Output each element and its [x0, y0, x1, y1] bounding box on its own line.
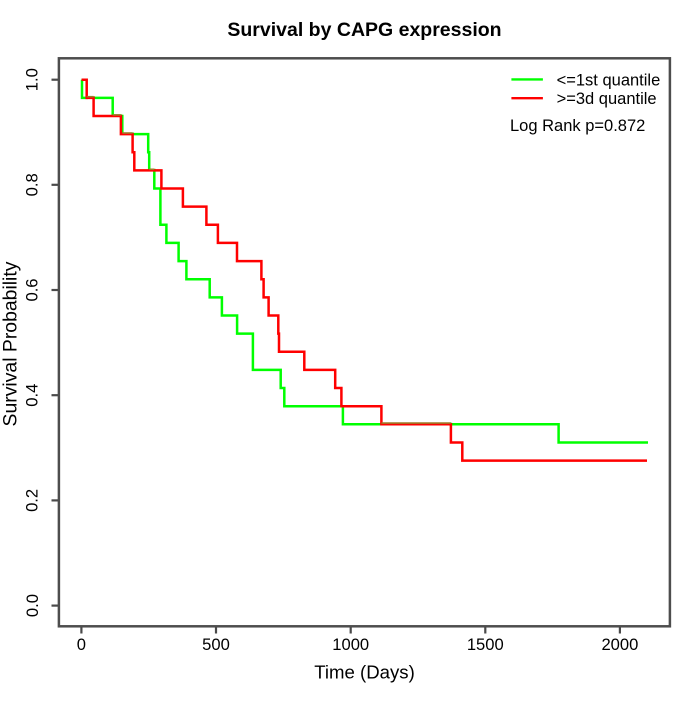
- svg-text:0.2: 0.2: [23, 489, 42, 512]
- svg-text:0.6: 0.6: [23, 278, 42, 301]
- svg-text:Log Rank p=0.872: Log Rank p=0.872: [510, 117, 645, 135]
- svg-text:0.8: 0.8: [23, 173, 42, 196]
- svg-text:Time (Days): Time (Days): [314, 662, 415, 683]
- svg-text:Survival by CAPG expression: Survival by CAPG expression: [227, 19, 501, 41]
- svg-text:Survival Probability: Survival Probability: [0, 261, 22, 426]
- svg-text:1.0: 1.0: [23, 68, 42, 91]
- svg-text:0: 0: [77, 635, 86, 654]
- svg-text:>=3d quantile: >=3d quantile: [557, 90, 657, 108]
- svg-text:1500: 1500: [467, 635, 504, 654]
- svg-text:0.0: 0.0: [23, 594, 42, 617]
- svg-text:1000: 1000: [332, 635, 369, 654]
- svg-text:2000: 2000: [601, 635, 638, 654]
- svg-text:<=1st quantile: <=1st quantile: [557, 71, 661, 89]
- svg-text:500: 500: [202, 635, 230, 654]
- svg-text:0.4: 0.4: [23, 384, 42, 407]
